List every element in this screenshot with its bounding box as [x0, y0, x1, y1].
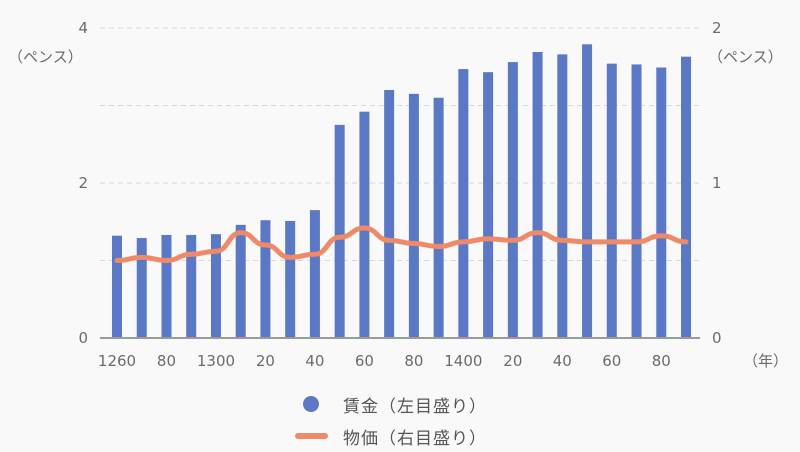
wage-bar — [334, 124, 345, 338]
wage-bar — [309, 210, 320, 338]
wage-bar — [161, 234, 172, 338]
right-axis-ticks: 0 1 2 — [712, 19, 722, 347]
wage-bar — [260, 220, 271, 338]
wage-bar — [433, 97, 444, 338]
x-tick-label: 80 — [157, 352, 176, 370]
wage-bar — [408, 93, 419, 338]
wage-bar — [656, 67, 667, 339]
wage-bar — [582, 44, 593, 339]
wage-bar — [681, 56, 692, 339]
x-axis-unit: （年） — [743, 352, 788, 370]
wage-bar — [210, 234, 221, 338]
x-tick-label: 40 — [553, 352, 572, 370]
legend: 賃金（左目盛り） 物価（右目盛り） — [295, 388, 487, 452]
price-line-path — [114, 225, 689, 263]
wage-bar — [483, 72, 494, 339]
left-tick-label: 4 — [78, 19, 88, 37]
right-tick-label: 0 — [712, 329, 722, 347]
wage-bar — [458, 69, 469, 338]
wage-bar — [557, 54, 568, 338]
x-tick-label: 60 — [355, 352, 374, 370]
wage-bar — [507, 62, 518, 338]
line-icon — [295, 433, 328, 439]
x-tick-label: 20 — [503, 352, 522, 370]
wage-bar — [136, 238, 147, 338]
wage-bar — [532, 52, 543, 339]
x-tick-label: 1400 — [444, 352, 482, 370]
gridlines — [100, 27, 700, 261]
legend-label-wage: 賃金（左目盛り） — [343, 396, 487, 417]
right-axis-unit: （ペンス） — [708, 48, 783, 66]
x-tick-label: 1260 — [98, 352, 136, 370]
left-tick-label: 2 — [78, 174, 88, 192]
right-tick-label: 2 — [712, 19, 722, 37]
x-axis-ticks: 1260 80 1300 20 40 60 80 1400 20 40 60 80 — [98, 352, 671, 370]
left-tick-label: 0 — [78, 329, 88, 347]
legend-label-price: 物価（右目盛り） — [343, 428, 487, 449]
wage-bar — [235, 224, 246, 338]
wage-bar — [285, 220, 296, 338]
left-axis-ticks: 0 2 4 — [78, 19, 88, 347]
x-tick-label: 1300 — [197, 352, 235, 370]
x-tick-label: 20 — [256, 352, 275, 370]
dot-icon — [303, 396, 319, 412]
legend-item-price: 物価（右目盛り） — [295, 420, 487, 452]
wage-bar — [384, 90, 395, 338]
x-tick-label: 80 — [652, 352, 671, 370]
wage-bars — [112, 44, 692, 339]
x-tick-label: 60 — [602, 352, 621, 370]
wage-bar — [631, 64, 642, 339]
legend-item-wage: 賃金（左目盛り） — [295, 388, 487, 420]
left-axis-unit: （ペンス） — [8, 48, 83, 66]
wage-bar — [359, 111, 370, 338]
x-tick-label: 80 — [404, 352, 423, 370]
right-tick-label: 1 — [712, 174, 722, 192]
wage-bar — [186, 234, 197, 338]
wage-bar — [606, 63, 617, 339]
wage-bar — [112, 235, 122, 338]
x-tick-label: 40 — [305, 352, 324, 370]
price-line — [114, 225, 689, 263]
